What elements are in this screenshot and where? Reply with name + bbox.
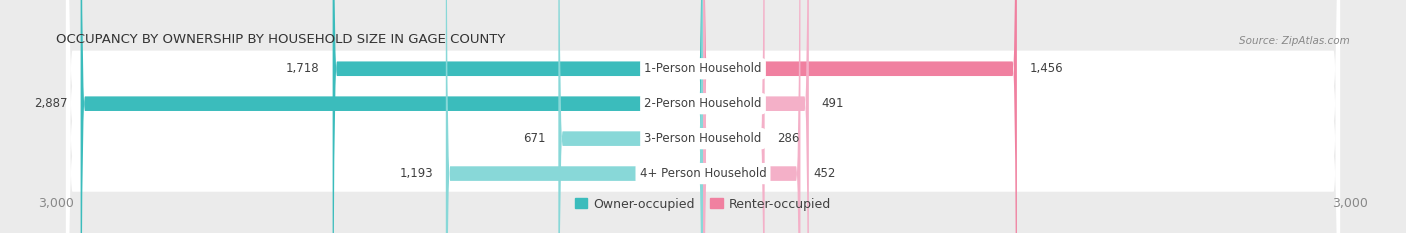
FancyBboxPatch shape xyxy=(66,0,1340,233)
Text: 1-Person Household: 1-Person Household xyxy=(644,62,762,75)
FancyBboxPatch shape xyxy=(703,0,808,233)
FancyBboxPatch shape xyxy=(66,0,1340,233)
FancyBboxPatch shape xyxy=(703,0,1017,233)
Text: 1,456: 1,456 xyxy=(1029,62,1063,75)
Text: 286: 286 xyxy=(778,132,800,145)
Text: 1,193: 1,193 xyxy=(399,167,433,180)
FancyBboxPatch shape xyxy=(703,0,800,233)
Text: 4+ Person Household: 4+ Person Household xyxy=(640,167,766,180)
Text: 452: 452 xyxy=(814,167,835,180)
Text: Source: ZipAtlas.com: Source: ZipAtlas.com xyxy=(1239,36,1350,46)
FancyBboxPatch shape xyxy=(333,0,703,233)
FancyBboxPatch shape xyxy=(446,0,703,233)
Text: 491: 491 xyxy=(821,97,844,110)
Text: 1,718: 1,718 xyxy=(285,62,319,75)
Text: 2,887: 2,887 xyxy=(34,97,67,110)
Text: 671: 671 xyxy=(523,132,546,145)
FancyBboxPatch shape xyxy=(66,0,1340,233)
Text: 2-Person Household: 2-Person Household xyxy=(644,97,762,110)
Legend: Owner-occupied, Renter-occupied: Owner-occupied, Renter-occupied xyxy=(569,192,837,216)
FancyBboxPatch shape xyxy=(80,0,703,233)
FancyBboxPatch shape xyxy=(66,0,1340,233)
FancyBboxPatch shape xyxy=(558,0,703,233)
Text: 3-Person Household: 3-Person Household xyxy=(644,132,762,145)
FancyBboxPatch shape xyxy=(703,0,765,233)
Text: OCCUPANCY BY OWNERSHIP BY HOUSEHOLD SIZE IN GAGE COUNTY: OCCUPANCY BY OWNERSHIP BY HOUSEHOLD SIZE… xyxy=(56,33,506,46)
